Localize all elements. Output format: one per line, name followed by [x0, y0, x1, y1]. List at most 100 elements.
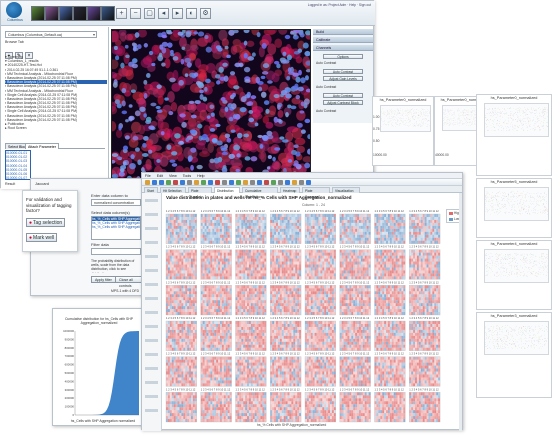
image-thumbnail[interactable] [31, 6, 45, 21]
options-button[interactable]: Options [323, 54, 363, 59]
column-select[interactable]: normalized concentration [91, 199, 141, 206]
control-slot[interactable] [145, 213, 158, 216]
cdf-chart[interactable]: 1000000900000800000700000600000500000400… [57, 329, 141, 419]
zoom-in-icon[interactable]: + [116, 8, 127, 19]
toolbar-icon[interactable] [271, 180, 276, 185]
zoom-out-icon[interactable]: − [130, 8, 141, 19]
toolbar-icon[interactable] [264, 180, 269, 185]
list-item[interactable]: hs_%_Cells with SHP Aggregation [92, 217, 140, 222]
toolbar-icon[interactable] [208, 180, 213, 185]
tree-item[interactable]: ▪ Bassoleon Analysis (2014-02-25 07:11:0… [5, 117, 77, 122]
well-item[interactable]: 010000-01-01 [6, 151, 28, 155]
image-thumbnail[interactable] [73, 6, 87, 21]
close-controls-button[interactable]: Close all controls [115, 276, 143, 288]
image-thumbnail[interactable] [59, 6, 73, 21]
well-item[interactable]: 010000-01-04 [6, 163, 28, 168]
tab-item[interactable]: Hit Selection [160, 187, 186, 193]
toolbar-icon[interactable] [187, 180, 192, 185]
build-header[interactable]: Build [313, 29, 373, 35]
next-icon[interactable]: ▸ [172, 8, 183, 19]
previous-icon[interactable]: ◂ [158, 8, 169, 19]
filter-select[interactable] [91, 248, 141, 255]
auto-contrast-button[interactable]: Auto Contrast [323, 69, 363, 74]
menu-item[interactable]: Edit [156, 174, 163, 178]
tree-item[interactable]: ▪ Single Cell Analysis (2014-02-25 07:11… [5, 92, 78, 97]
tree-item[interactable]: ▪ Bassoleon Analysis (2014-02-25 07:11:0… [5, 75, 77, 80]
toolbar-icon[interactable] [215, 180, 220, 185]
column-listbox[interactable]: hs_%_Cells with SHP Aggregation hs_%_Cel… [91, 216, 141, 240]
tab-item[interactable]: Distribution [214, 187, 240, 193]
tree-item[interactable]: ▸ Root Screen [5, 126, 27, 131]
well-item[interactable]: 010000-01-02 [6, 155, 28, 160]
fluorescence-image[interactable] [111, 29, 311, 187]
menu-item[interactable]: View [169, 174, 177, 178]
menu-item[interactable]: Tools [182, 174, 192, 178]
image-thumbnail[interactable] [87, 6, 101, 21]
control-slot[interactable] [145, 297, 158, 300]
mark-well-button[interactable]: ●Mark well [26, 233, 58, 242]
control-slot[interactable] [145, 409, 158, 412]
control-slot[interactable] [145, 353, 158, 356]
toolbar-icon[interactable] [292, 180, 297, 185]
toolbar-icon[interactable] [257, 180, 262, 185]
well-item[interactable]: 010000-01-05 [6, 167, 28, 172]
scatter-points[interactable] [484, 249, 549, 283]
tab-item[interactable]: Plate Summary [302, 187, 330, 199]
database-select[interactable]: Columbus (Columbus_Default.ua) ▾ [5, 31, 97, 38]
delete-icon[interactable]: × [25, 52, 33, 59]
tab-item[interactable]: Start [144, 187, 158, 193]
tree-item[interactable]: ▾ Columbus_1_results [5, 59, 39, 64]
toolbar-icon[interactable] [285, 180, 290, 185]
image-thumbnail[interactable] [45, 6, 59, 21]
control-slot[interactable] [145, 311, 158, 314]
list-item[interactable]: hs_%_Cells with SHP Aggregation [92, 221, 140, 226]
tree-item[interactable]: ▪ Bassoleon Analysis (2014-02-25 07:11:0… [5, 105, 77, 110]
tree-item[interactable]: ▪ Bassoleon Analysis (2014-02-25 07:11:0… [5, 84, 77, 89]
tag-selection-button[interactable]: ●Tag selection [26, 218, 66, 227]
control-slot[interactable] [145, 283, 158, 286]
auto-contrast-button[interactable]: Auto Contrast [323, 93, 363, 98]
toolbar-icon[interactable] [243, 180, 248, 185]
edit-icon[interactable]: ✎ [15, 52, 23, 59]
toolbar-icon[interactable] [236, 180, 241, 185]
control-slot[interactable] [145, 325, 158, 328]
tab-item[interactable]: Plate Layout [188, 187, 212, 199]
toolbar-icon[interactable] [229, 180, 234, 185]
toolbar-icon[interactable] [173, 180, 178, 185]
adjust-contrast-button[interactable]: Adjust Contrast Block [323, 100, 363, 105]
tab-item[interactable]: Cumulative Distribution [242, 187, 278, 199]
scatter-points[interactable] [484, 187, 549, 221]
tree-item[interactable]: ▾ 20140225-HT-Test-Hct [5, 63, 42, 68]
tree-item[interactable]: ▾ Screening [5, 55, 23, 59]
control-slot[interactable] [145, 381, 158, 384]
settings-icon[interactable]: ⚙ [200, 8, 211, 19]
control-slot[interactable] [145, 255, 158, 258]
tab-item[interactable]: Visualization [332, 187, 360, 193]
control-slot[interactable] [145, 367, 158, 370]
menu-item[interactable]: File [145, 174, 151, 178]
menu-item[interactable]: Help [197, 174, 205, 178]
toolbar-icon[interactable] [299, 180, 304, 185]
tree-item[interactable]: ▪ Bassoleon Analysis (2014-02-25 07:11:0… [5, 101, 77, 106]
control-slot[interactable] [145, 395, 158, 398]
control-slot[interactable] [145, 199, 158, 202]
control-slot[interactable] [145, 241, 158, 244]
channels-header[interactable]: Channels [313, 45, 373, 51]
apply-filter-button[interactable]: Apply filter [91, 276, 116, 283]
add-icon[interactable]: + [5, 52, 13, 59]
scatter-points[interactable] [380, 105, 431, 132]
tab-attach-parameter[interactable]: Attach Parameter [25, 143, 59, 149]
toolbar-icon[interactable] [194, 180, 199, 185]
user-links[interactable]: Logged in as: Project Adm · Help · Sign … [307, 3, 371, 7]
tree-item[interactable]: ▪ Single Cell Analysis (2014-02-25 07:11… [5, 109, 78, 114]
plate-heatmap-grid[interactable]: 1 2 3 4 5 6 7 8 9 10 11 12 1 2 3 4 5 6 7 … [164, 209, 442, 423]
control-slot[interactable] [145, 339, 158, 342]
zoom-fit-icon[interactable]: ▢ [144, 8, 155, 19]
tree-item[interactable]: ▪ Bassoleon Analysis (2014-02-25 07:11:0… [5, 113, 77, 118]
tree-item[interactable]: ▪ Bassoleon Analysis (2014-02-25 07:11:0… [5, 96, 77, 101]
well-list[interactable]: 010000-01-01 010000-01-02 010000-01-03 0100… [5, 150, 31, 180]
toolbar-icon[interactable] [145, 180, 150, 185]
calibrate-header[interactable]: Calibrate [313, 37, 373, 43]
scatter-points[interactable] [484, 103, 549, 137]
tree-item[interactable]: ▸ Publication [5, 122, 25, 126]
